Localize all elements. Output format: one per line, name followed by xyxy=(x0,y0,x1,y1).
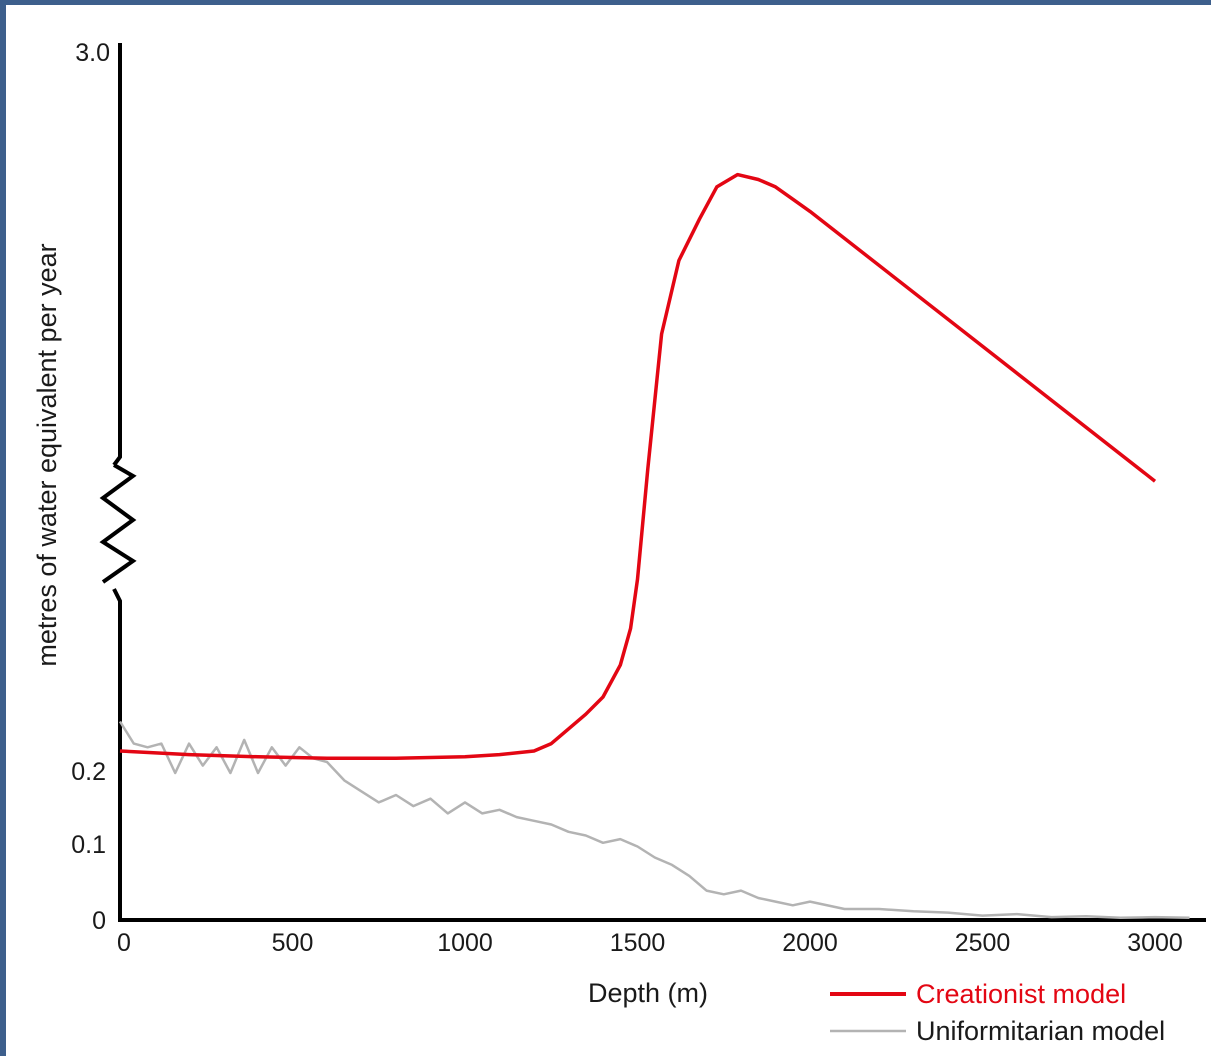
x-tick-label: 1500 xyxy=(610,929,666,957)
x-tick-label: 500 xyxy=(272,929,314,957)
x-tick-label: 0 xyxy=(117,929,131,957)
y-axis-upper xyxy=(112,43,122,467)
x-tick-label: 2500 xyxy=(955,929,1011,957)
line-chart: 0 0.1 0.2 3.0 0 500 1000 1500 2000 2500 3000 m… xyxy=(32,39,1206,1046)
x-tick-label: 1000 xyxy=(437,929,493,957)
series-line-creationist xyxy=(119,172,1157,761)
y-tick-label: 0.2 xyxy=(71,758,106,786)
y-axis-lower xyxy=(112,588,122,920)
legend: Creationist model Uniformitarian model xyxy=(830,979,1165,1046)
legend-label-creationist: Creationist model xyxy=(916,979,1126,1009)
legend-label-uniformitarian: Uniformitarian model xyxy=(916,1016,1165,1046)
y-axis-title: metres of water equivalent per year xyxy=(32,243,62,666)
x-axis-title: Depth (m) xyxy=(588,978,708,1008)
y-tick-label: 0 xyxy=(92,907,106,935)
y-tick-label: 3.0 xyxy=(75,39,110,67)
x-tick-labels: 0 500 1000 1500 2000 2500 3000 xyxy=(117,929,1183,957)
x-tick-label: 2000 xyxy=(782,929,838,957)
x-tick-label: 3000 xyxy=(1127,929,1183,957)
chart-panel: 0 0.1 0.2 3.0 0 500 1000 1500 2000 2500 3000 m… xyxy=(6,5,1211,1056)
series-line-uniformitarian xyxy=(118,720,1190,920)
y-tick-label: 0.1 xyxy=(71,831,106,859)
y-axis-break-icon xyxy=(99,463,137,584)
